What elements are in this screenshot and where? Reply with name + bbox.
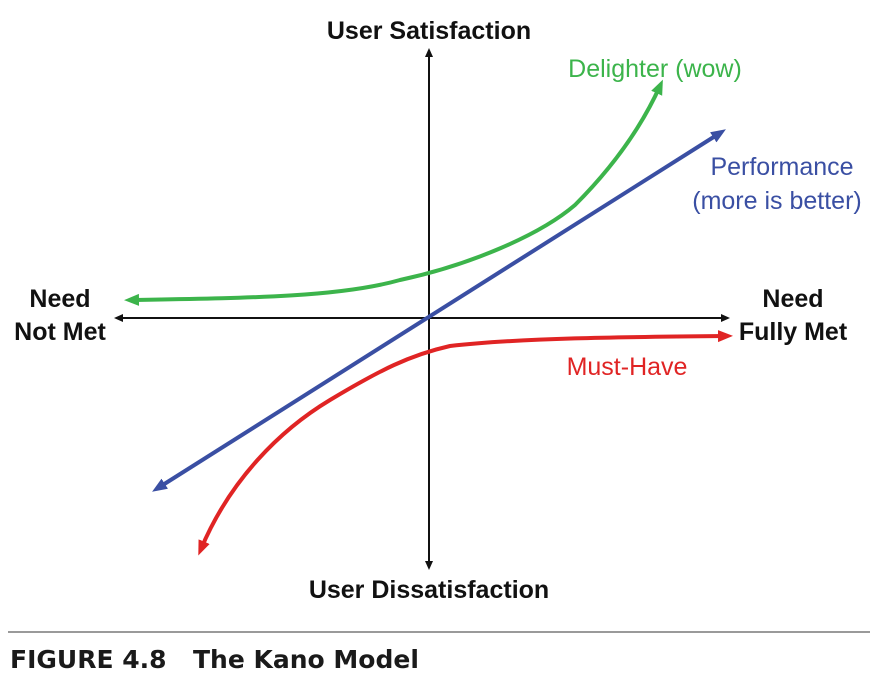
performance-label-line1: Performance	[710, 153, 853, 181]
performance-label-line2: (more is better)	[692, 187, 861, 215]
delighter-label: Delighter (wow)	[568, 55, 742, 83]
bottom-axis-label: User Dissatisfaction	[309, 576, 549, 604]
right-axis-label-line1: Need	[762, 285, 823, 313]
left-axis-label-line2: Not Met	[14, 318, 106, 346]
left-axis-label-line1: Need	[29, 285, 90, 313]
must-have-curve	[198, 330, 733, 556]
figure-number: FIGURE 4.8	[10, 645, 167, 674]
delighter-curve	[124, 79, 663, 306]
must-have-label: Must-Have	[567, 353, 688, 381]
figure-title: The Kano Model	[193, 645, 419, 674]
top-axis-label: User Satisfaction	[327, 17, 531, 45]
performance-line	[152, 129, 726, 492]
right-axis-label-line2: Fully Met	[739, 318, 848, 346]
